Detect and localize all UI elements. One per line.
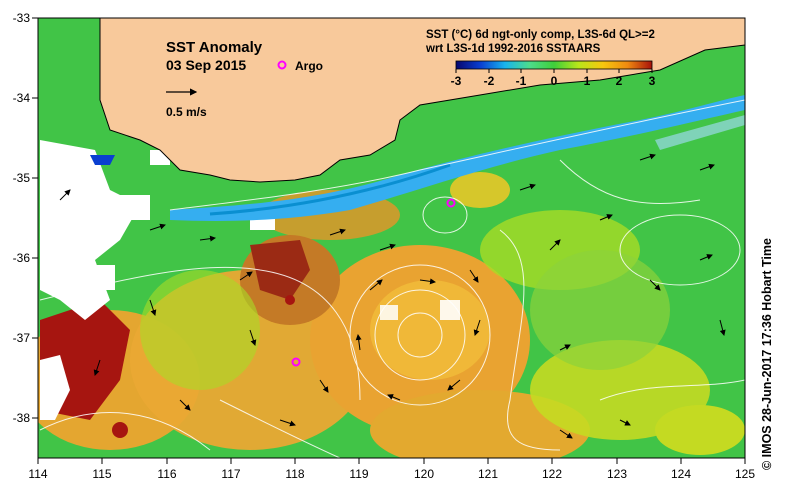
y-tick-label: -36 (13, 251, 31, 265)
x-tick-label: 120 (414, 467, 434, 481)
map-date: 03 Sep 2015 (166, 57, 246, 73)
x-tick-label: 117 (221, 467, 240, 481)
plot-frame (37, 17, 746, 459)
land-mass (99, 18, 745, 183)
x-tick-label: 123 (607, 467, 627, 481)
sea-level-contours (39, 99, 745, 458)
colorbar-tick-label: 1 (584, 74, 591, 88)
y-axis (32, 17, 38, 419)
argo-legend-label: Argo (295, 59, 323, 73)
x-tick-label: 119 (349, 467, 368, 481)
colorbar-tick-label: -2 (484, 74, 495, 88)
y-tick-label: -38 (13, 411, 31, 425)
cool-current (90, 95, 745, 221)
x-tick-label: 121 (478, 467, 498, 481)
colorbar-tick-label: 2 (616, 74, 623, 88)
map-plot-area (38, 18, 745, 458)
colorbar-ticks (455, 69, 653, 73)
x-tick-labels: 114 115 116 117 118 119 120 121 122 123 … (28, 467, 755, 481)
colorbar-tick-label: 3 (649, 74, 656, 88)
y-tick-label: -35 (13, 171, 31, 185)
x-tick-label: 116 (157, 467, 176, 481)
y-tick-labels: -33 -34 -35 -36 -37 -38 (13, 11, 31, 425)
colorbar-tick-label: -3 (451, 74, 462, 88)
colorbar-tick-label: -1 (516, 74, 527, 88)
y-tick-label: -37 (13, 331, 31, 345)
vector-scale-label: 0.5 m/s (166, 105, 207, 119)
y-tick-label: -33 (13, 11, 31, 25)
colorbar-title-line1: SST (°C) 6d ngt-only comp, L3S-6d QL>=2 (426, 29, 655, 41)
colorbar-tick-label: 0 (551, 74, 558, 88)
x-tick-label: 125 (735, 467, 755, 481)
current-vectors (59, 153, 726, 439)
colorbar (455, 60, 653, 70)
x-axis (37, 458, 746, 464)
map-title: SST Anomaly (166, 39, 263, 56)
x-tick-label: 118 (285, 467, 304, 481)
x-tick-label: 114 (28, 467, 47, 481)
x-tick-label: 115 (92, 467, 111, 481)
credit-text: © IMOS 28-Jun-2017 17:36 Hobart Time (760, 238, 774, 470)
argo-floats (291, 198, 456, 367)
y-tick-label: -34 (13, 91, 31, 105)
x-tick-label: 124 (671, 467, 691, 481)
argo-legend-icon (277, 60, 287, 70)
x-tick-label: 122 (542, 467, 562, 481)
colorbar-title-line2: wrt L3S-1d 1992-2016 SSTAARS (425, 43, 601, 55)
colorbar-tick-labels: -3 -2 -1 0 1 2 3 (451, 74, 656, 88)
